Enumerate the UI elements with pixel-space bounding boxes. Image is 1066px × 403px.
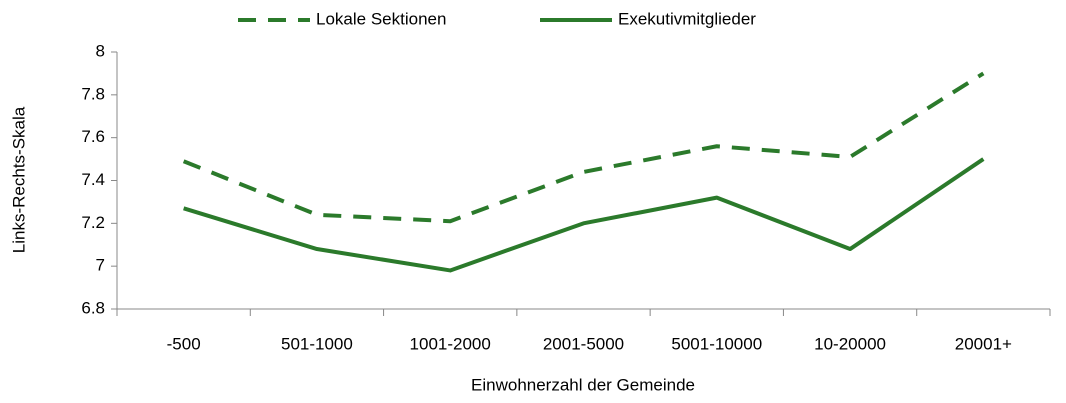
- x-tick-label: 2001-5000: [543, 334, 624, 353]
- series-line: [182, 71, 985, 224]
- y-tick-label: 7.2: [81, 213, 105, 232]
- x-tick-label: -500: [167, 334, 201, 353]
- x-tick-label: 501-1000: [281, 334, 353, 353]
- x-axis-label: Einwohnerzahl der Gemeinde: [471, 375, 695, 394]
- y-tick-label: 7.6: [81, 127, 105, 146]
- x-tick-label: 1001-2000: [410, 334, 491, 353]
- y-tick-label: 8: [96, 41, 105, 60]
- y-tick-label: 6.8: [81, 298, 105, 317]
- x-tick-label: 20001+: [955, 334, 1012, 353]
- y-axis-label: Links-Rechts-Skala: [9, 106, 28, 253]
- y-tick-label: 7.8: [81, 84, 105, 103]
- x-tick-label: 10-20000: [814, 334, 886, 353]
- y-tick-label: 7: [96, 256, 105, 275]
- series-line: [183, 157, 985, 273]
- x-tick-label: 5001-10000: [671, 334, 762, 353]
- legend-label: Lokale Sektionen: [316, 9, 446, 28]
- legend-label: Exekutivmitglieder: [618, 9, 756, 28]
- y-tick-label: 7.4: [81, 170, 105, 189]
